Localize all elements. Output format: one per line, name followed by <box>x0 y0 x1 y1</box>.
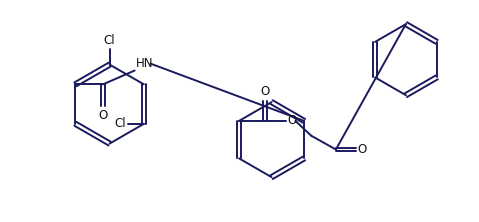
Text: O: O <box>287 114 297 127</box>
Text: O: O <box>99 109 108 122</box>
Text: Cl: Cl <box>104 34 115 47</box>
Text: O: O <box>260 85 269 98</box>
Text: O: O <box>358 143 367 156</box>
Text: Cl: Cl <box>114 117 126 130</box>
Text: HN: HN <box>136 57 153 69</box>
